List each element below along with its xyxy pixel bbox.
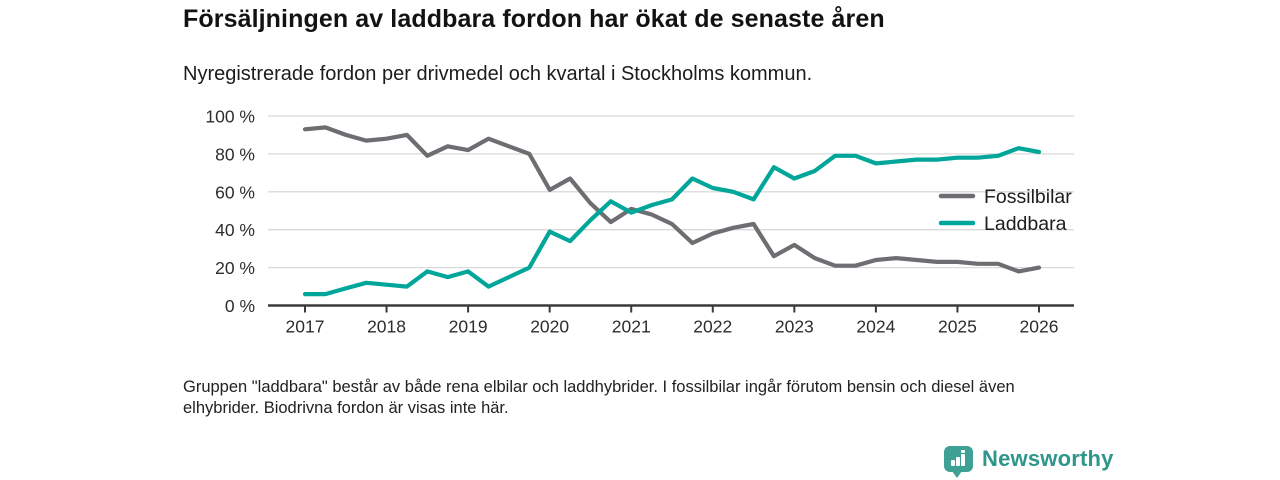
x-axis-label: 2024 — [856, 317, 895, 337]
y-axis-label: 40 % — [215, 220, 255, 240]
line-chart-canvas: 0 % 20 % 40 % 60 % 80 % 100 % 2017 2018 2019 2020… — [205, 107, 1074, 337]
y-axis-label: 100 % — [205, 107, 255, 127]
y-axis-label: 20 % — [215, 258, 255, 278]
chart-footnote: Gruppen "laddbara" består av både rena e… — [183, 378, 1015, 418]
series-line-fossilbilar — [302, 125, 1042, 274]
y-axis-label: 80 % — [215, 144, 255, 164]
series-line-laddbara — [302, 146, 1042, 297]
logo-bar-icon — [956, 457, 960, 466]
chart-title: Försäljningen av laddbara fordon har öka… — [183, 5, 885, 33]
x-axis-label: 2018 — [367, 317, 406, 337]
x-axis-label: 2023 — [775, 317, 814, 337]
y-axis-label: 0 % — [225, 296, 255, 316]
chart-subtitle: Nyregistrerade fordon per drivmedel och … — [183, 63, 813, 85]
legend-label-fossilbilar: Fossilbilar — [984, 186, 1072, 208]
newsworthy-wordmark: Newsworthy — [982, 446, 1114, 471]
x-axis-label: 2017 — [286, 317, 325, 337]
legend-label-laddbara: Laddbara — [984, 213, 1067, 235]
logo-bar-icon — [961, 454, 965, 466]
newsworthy-logo: Newsworthy — [944, 446, 1114, 478]
x-axis-label: 2021 — [612, 317, 651, 337]
x-axis-label: 2026 — [1020, 317, 1059, 337]
x-axis-label: 2022 — [693, 317, 732, 337]
newsworthy-pin-icon — [944, 446, 973, 478]
logo-dot-icon — [961, 449, 965, 453]
x-axis-label: 2019 — [449, 317, 488, 337]
logo-bar-icon — [951, 460, 955, 466]
x-axis-label: 2025 — [938, 317, 977, 337]
x-axis-label: 2020 — [530, 317, 569, 337]
y-axis-label: 60 % — [215, 182, 255, 202]
